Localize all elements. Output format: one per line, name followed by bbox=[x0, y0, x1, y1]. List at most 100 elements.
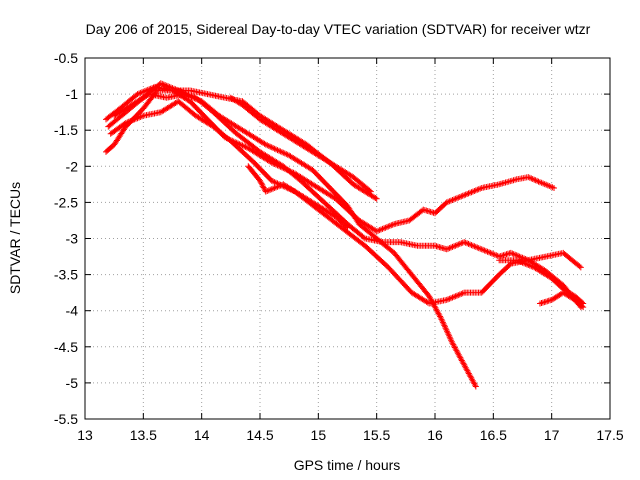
x-tick-label: 16 bbox=[427, 427, 443, 443]
plus-marks bbox=[373, 221, 396, 235]
y-axis-label: SDTVAR / TECUs bbox=[7, 182, 23, 294]
x-tick-label: 14 bbox=[194, 427, 210, 443]
plus-marks bbox=[216, 112, 245, 133]
plus-marks bbox=[280, 130, 303, 147]
plus-marks bbox=[187, 87, 209, 97]
plus-marks bbox=[117, 92, 140, 112]
plus-marks bbox=[356, 221, 379, 241]
plus-marks bbox=[239, 127, 268, 147]
plus-marks bbox=[245, 163, 262, 183]
plus-marks bbox=[362, 188, 379, 201]
plus-marks bbox=[350, 174, 373, 194]
plus-marks bbox=[350, 181, 367, 194]
plus-marks bbox=[157, 80, 180, 93]
plus-marks bbox=[187, 98, 210, 122]
plus-marks bbox=[437, 314, 455, 345]
plus-marks bbox=[496, 257, 519, 264]
plus-marks bbox=[432, 200, 449, 217]
plus-marks bbox=[338, 224, 367, 248]
plus-marks bbox=[321, 199, 350, 226]
plus-marks bbox=[146, 91, 169, 101]
plus-marks bbox=[181, 91, 204, 104]
plus-marks bbox=[315, 152, 338, 169]
plus-marks bbox=[406, 207, 426, 224]
plus-marks bbox=[461, 289, 484, 296]
plus-marks bbox=[496, 261, 513, 278]
plus-marks bbox=[461, 361, 479, 389]
plus-marks bbox=[280, 181, 303, 198]
plus-marks bbox=[426, 293, 444, 320]
plus-marks bbox=[315, 203, 338, 219]
plus-marks bbox=[103, 106, 122, 123]
y-tick-label: -2.5 bbox=[54, 194, 78, 210]
plus-marks bbox=[572, 296, 585, 310]
plus-mark-end bbox=[373, 195, 380, 202]
plus-marks bbox=[163, 91, 186, 101]
plus-marks bbox=[443, 290, 466, 303]
plus-marks bbox=[286, 152, 315, 173]
data-marks bbox=[103, 80, 587, 390]
plus-marks bbox=[175, 98, 198, 118]
plus-marks bbox=[122, 113, 145, 126]
chart-title: Day 206 of 2015, Sidereal Day-to-day VTE… bbox=[86, 21, 591, 37]
plus-marks bbox=[111, 102, 134, 119]
plus-marks bbox=[560, 286, 577, 299]
plus-marks bbox=[408, 271, 432, 298]
plus-marks bbox=[257, 116, 285, 136]
plus-marks bbox=[478, 181, 501, 191]
x-tick-label: 16.5 bbox=[480, 427, 507, 443]
plus-marks bbox=[297, 177, 326, 205]
plus-marks bbox=[204, 91, 227, 101]
plus-marks bbox=[560, 249, 583, 270]
plus-marks bbox=[362, 242, 391, 270]
plus-mark-end bbox=[580, 300, 587, 307]
plus-marks bbox=[344, 221, 367, 241]
plus-marks bbox=[280, 163, 303, 183]
plus-marks bbox=[111, 125, 128, 148]
plus-marks bbox=[233, 130, 262, 154]
series-track-6 bbox=[227, 94, 374, 195]
plus-marks bbox=[560, 289, 577, 303]
plus-marks bbox=[140, 109, 163, 119]
plus-marks bbox=[257, 148, 285, 169]
plus-marks bbox=[227, 94, 245, 108]
y-tick-label: -5.5 bbox=[54, 411, 78, 427]
series-track-7 bbox=[245, 163, 351, 231]
y-tick-label: -4 bbox=[66, 303, 79, 319]
x-tick-label: 13.5 bbox=[130, 427, 157, 443]
y-tick-label: -1 bbox=[66, 86, 79, 102]
plus-marks bbox=[227, 138, 256, 165]
plus-marks bbox=[397, 239, 419, 249]
plus-marks bbox=[239, 98, 262, 118]
plus-marks bbox=[496, 176, 519, 188]
plus-marks bbox=[531, 264, 554, 281]
plus-marks bbox=[262, 141, 291, 158]
plus-marks bbox=[344, 203, 362, 226]
y-tick-label: -2 bbox=[66, 158, 79, 174]
plus-marks bbox=[257, 177, 269, 194]
plus-marks bbox=[373, 235, 396, 255]
plus-marks bbox=[280, 127, 309, 147]
plus-marks bbox=[461, 185, 484, 199]
plus-marks bbox=[327, 185, 350, 208]
x-axis-label: GPS time / hours bbox=[294, 457, 401, 473]
plus-marks bbox=[257, 112, 285, 133]
plus-marks bbox=[478, 272, 502, 296]
plus-mark-end bbox=[367, 188, 374, 195]
plus-marks bbox=[245, 145, 274, 165]
plus-marks bbox=[525, 257, 548, 274]
plus-marks bbox=[297, 192, 320, 209]
x-tick-label: 17.5 bbox=[596, 427, 623, 443]
plus-marks bbox=[332, 213, 350, 230]
series-track-5 bbox=[111, 91, 479, 390]
plus-marks bbox=[192, 112, 215, 129]
y-tick-label: -1.5 bbox=[54, 122, 78, 138]
plus-marks bbox=[356, 217, 379, 234]
plus-marks bbox=[408, 289, 431, 306]
plus-marks bbox=[507, 249, 530, 263]
x-tick-label: 15.5 bbox=[363, 427, 390, 443]
plus-marks bbox=[315, 206, 344, 230]
plus-marks bbox=[537, 179, 556, 191]
plus-marks bbox=[103, 142, 116, 155]
